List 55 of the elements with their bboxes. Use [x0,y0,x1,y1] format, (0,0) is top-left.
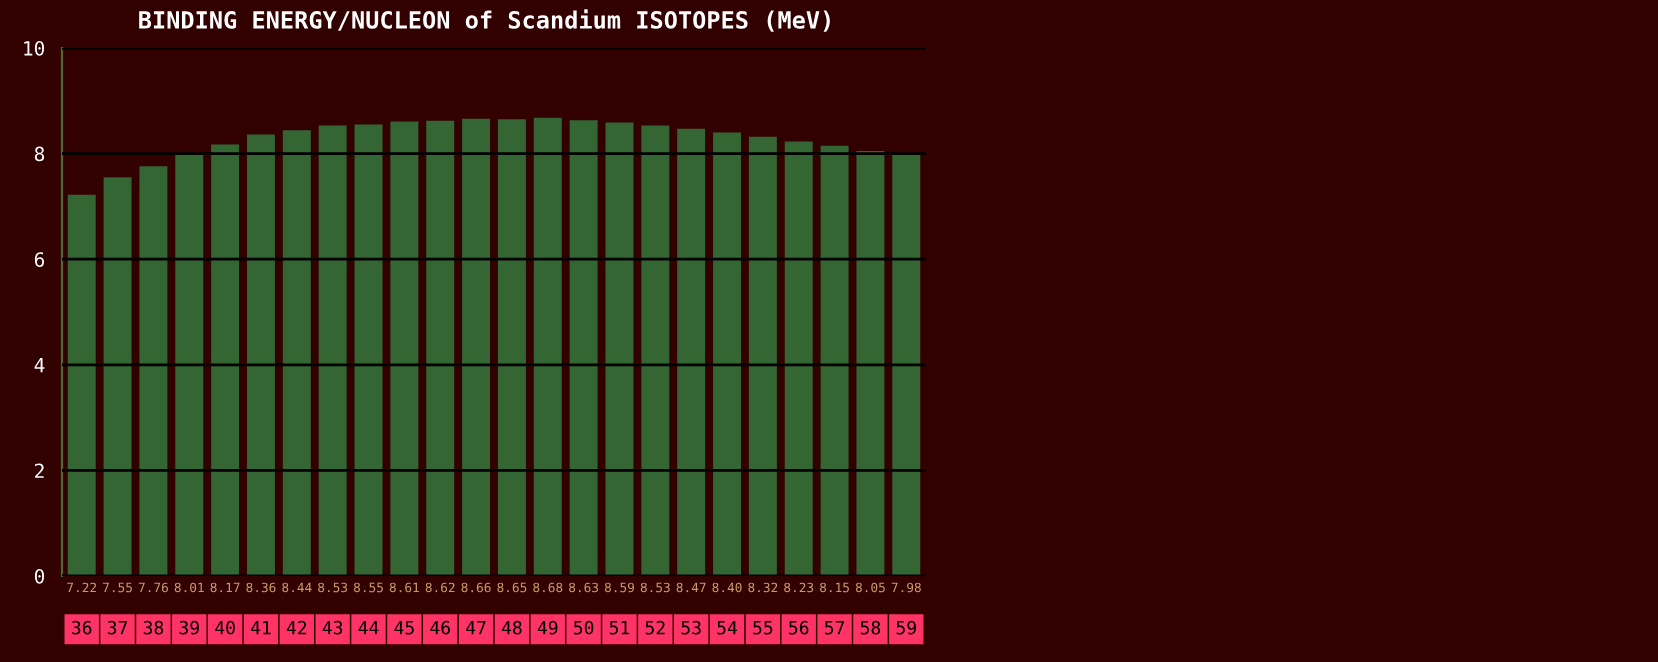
bar [103,177,132,576]
bar [318,125,347,576]
x-tick-label: 52 [645,620,665,635]
bar [569,120,598,576]
bar [67,194,96,576]
bar [641,125,670,576]
y-tick-label: 10 [24,41,45,56]
x-tick-label: 36 [72,620,92,635]
bar [211,144,240,576]
bar [462,118,491,576]
y-tick-label: 6 [34,252,45,267]
x-tick-label: 45 [394,621,414,635]
bar [497,119,526,576]
bar [748,136,777,576]
x-tick-label: 37 [107,620,128,635]
bar [892,154,921,576]
x-tick-label: 44 [358,621,379,635]
bar [856,150,885,576]
bar [175,153,204,576]
x-tick-label: 47 [466,621,486,635]
x-tick-label: 49 [537,620,558,635]
x-tick-label: 43 [322,620,343,635]
x-tick-label: 40 [215,620,235,635]
x-tick-label: 59 [896,620,916,635]
bar [533,117,562,576]
x-tick-label: 39 [179,620,199,635]
x-tick-label: 46 [430,620,450,635]
y-tick-label: 8 [34,146,45,162]
chart-title: BINDING ENERGY/NUCLEON of Scandium ISOTOPES (MeV) [139,9,830,32]
x-tick-label: 57 [824,621,845,635]
bar [784,141,813,576]
bar [246,134,275,576]
bar [426,120,455,576]
x-tick-label: 58 [860,620,881,635]
x-tick-label: 53 [681,620,701,635]
bar [605,122,634,576]
bar [282,130,311,576]
y-tick-label: 4 [34,358,45,373]
x-tick-label: 54 [717,621,738,635]
bar [677,128,706,576]
x-tick-label: 55 [753,621,773,635]
x-tick-label: 42 [286,620,307,635]
x-tick-label: 48 [501,620,522,635]
x-tick-label: 50 [574,620,594,635]
x-tick-label: 51 [609,621,630,635]
y-tick-label: 0 [34,569,45,584]
bar [354,124,383,576]
bar [713,132,742,576]
x-tick-label: 56 [789,620,809,635]
x-tick-label: 38 [143,620,164,635]
y-tick-label: 2 [35,463,44,478]
bar [390,121,419,576]
x-tick-label: 41 [251,621,271,635]
bar [820,145,849,576]
bar [139,166,168,576]
